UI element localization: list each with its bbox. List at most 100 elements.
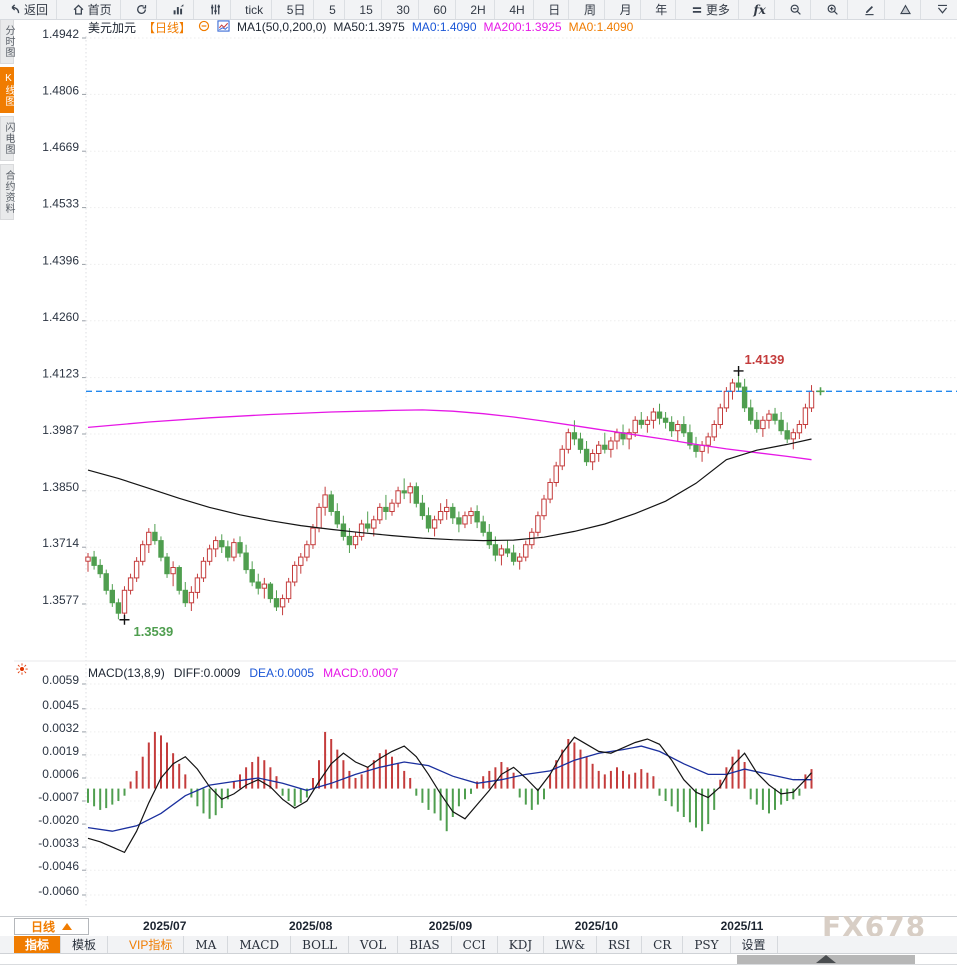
interval-4h[interactable]: 4H — [501, 0, 534, 19]
chevron-down-icon — [936, 3, 949, 16]
sidebar-item-time-chart[interactable]: 分时图 — [0, 19, 14, 64]
indicator-cci[interactable]: CCI — [452, 936, 498, 953]
panel-resize-handle[interactable] — [737, 955, 915, 964]
indicator-bias[interactable]: BIAS — [398, 936, 452, 953]
indicator-chart-button[interactable] — [164, 0, 194, 19]
interval-60m[interactable]: 60 — [425, 0, 456, 19]
ma0-orange-value: MA0:1.4090 — [568, 20, 634, 34]
more-button[interactable]: 更多 — [683, 0, 739, 19]
high-marker — [733, 365, 744, 376]
svg-text:-0.0060: -0.0060 — [38, 884, 79, 898]
indicator-kdj[interactable]: KDJ — [498, 936, 545, 953]
svg-text:-0.0020: -0.0020 — [38, 813, 79, 827]
collapse-icon[interactable] — [198, 20, 210, 35]
more-shapes-button[interactable] — [928, 0, 957, 19]
left-sidebar: 分时图 K线图 闪电图 合约资料 — [0, 19, 14, 220]
expand-panel-icon — [816, 955, 836, 963]
low-marker — [119, 614, 130, 625]
interval-15m[interactable]: 15 — [351, 0, 382, 19]
zoom-out-button[interactable] — [781, 0, 812, 19]
gridlines — [14, 36, 956, 908]
svg-text:-0.0046: -0.0046 — [38, 859, 79, 873]
zoom-in-icon — [826, 3, 839, 16]
pencil-icon — [863, 3, 876, 16]
fx-formula-button[interactable]: fx — [746, 0, 775, 19]
indicator-settings[interactable]: 设置 — [731, 936, 778, 953]
svg-text:0.0006: 0.0006 — [42, 767, 79, 781]
hamburger-icon — [691, 4, 703, 16]
interval-day[interactable]: 日 — [540, 0, 570, 19]
last-price-marker — [816, 387, 825, 396]
home-button[interactable]: 首页 — [64, 0, 121, 19]
indicator-cr[interactable]: CR — [642, 936, 684, 953]
interval-year[interactable]: 年 — [647, 0, 677, 19]
indicator-macd[interactable]: MACD — [228, 936, 292, 953]
sidebar-item-contract-info[interactable]: 合约资料 — [0, 164, 14, 220]
svg-text:0.0019: 0.0019 — [42, 744, 79, 758]
interval-month[interactable]: 月 — [612, 0, 641, 19]
svg-text:1.4396: 1.4396 — [42, 253, 79, 267]
tab-indicator[interactable]: 指标 — [14, 936, 62, 953]
zoom-out-icon — [789, 3, 802, 16]
tab-vip-indicator[interactable]: VIP指标 — [118, 936, 185, 953]
back-button[interactable]: 返回 — [0, 0, 58, 19]
sidebar-item-kline-chart[interactable]: K线图 — [0, 67, 14, 113]
zoom-in-button[interactable] — [818, 0, 849, 19]
interval-2h[interactable]: 2H — [462, 0, 495, 19]
ma0-blue-value: MA0:1.4090 — [411, 20, 477, 34]
sliders-icon — [209, 3, 222, 16]
svg-text:1.4942: 1.4942 — [42, 27, 79, 41]
svg-text:1.3987: 1.3987 — [42, 423, 79, 437]
svg-text:1.4260: 1.4260 — [42, 310, 79, 324]
indicator-marker-icon[interactable] — [15, 662, 29, 681]
svg-text:0.0059: 0.0059 — [42, 673, 79, 687]
indicator-rsi[interactable]: RSI — [597, 936, 643, 953]
back-label: 返回 — [24, 3, 49, 17]
tab-template[interactable]: 模板 — [61, 936, 109, 953]
indicator-boll[interactable]: BOLL — [291, 936, 349, 953]
indicator-lw[interactable]: LW& — [544, 936, 598, 953]
bar-chart-icon — [172, 3, 185, 16]
bottom-divider — [0, 964, 957, 965]
macd-value: MACD:0.0007 — [323, 665, 399, 680]
shape-triangle-button[interactable] — [891, 0, 922, 19]
sidebar-item-lightning-chart[interactable]: 闪电图 — [0, 116, 14, 161]
mini-chart-icon[interactable] — [217, 19, 230, 35]
interval-30m[interactable]: 30 — [388, 0, 419, 19]
interval-5m[interactable]: 5 — [321, 0, 345, 19]
triangle-icon — [899, 3, 912, 16]
interval-5day[interactable]: 5日 — [279, 0, 315, 19]
more-label: 更多 — [705, 3, 730, 17]
period-selector-button[interactable]: 日线 — [14, 918, 89, 935]
macd-histogram — [87, 731, 813, 832]
svg-text:-0.0033: -0.0033 — [38, 836, 79, 850]
svg-text:1.4806: 1.4806 — [42, 83, 79, 97]
indicator-vol[interactable]: VOL — [349, 936, 399, 953]
high-annotation: 1.4139 — [745, 352, 785, 367]
diff-value: DIFF:0.0009 — [173, 665, 241, 680]
ma200-line — [87, 409, 812, 461]
settings-sliders-button[interactable] — [201, 0, 231, 19]
low-annotation: 1.3539 — [133, 624, 173, 639]
refresh-button[interactable] — [127, 0, 158, 19]
bottom-toolbar: 指标 模板 VIP指标 MA MACD BOLL VOL BIAS CCI KD… — [0, 936, 957, 954]
svg-text:-0.0007: -0.0007 — [38, 790, 79, 804]
ma200-value: MA200:1.3925 — [483, 20, 562, 34]
indicator-ma[interactable]: MA — [184, 936, 229, 953]
main-chart-legend: 美元加元 【日线】 MA1(50,0,200,0) MA50:1.3975 MA… — [88, 19, 634, 35]
top-toolbar: 返回 首页 tick 5日 5 15 30 60 2H 4H 日 周 月 年 更… — [0, 0, 957, 20]
home-icon — [72, 3, 85, 16]
svg-text:0.0032: 0.0032 — [42, 721, 79, 735]
interval-tick[interactable]: tick — [237, 0, 273, 19]
indicator-psy[interactable]: PSY — [683, 936, 731, 953]
draw-pencil-button[interactable] — [855, 0, 885, 19]
svg-text:1.3714: 1.3714 — [42, 536, 79, 550]
symbol-name: 美元加元 — [88, 20, 137, 35]
svg-text:0.0045: 0.0045 — [42, 698, 79, 712]
interval-week[interactable]: 周 — [576, 0, 605, 19]
triangle-up-icon — [62, 923, 72, 930]
diff-line — [87, 736, 812, 854]
home-label: 首页 — [87, 3, 112, 17]
